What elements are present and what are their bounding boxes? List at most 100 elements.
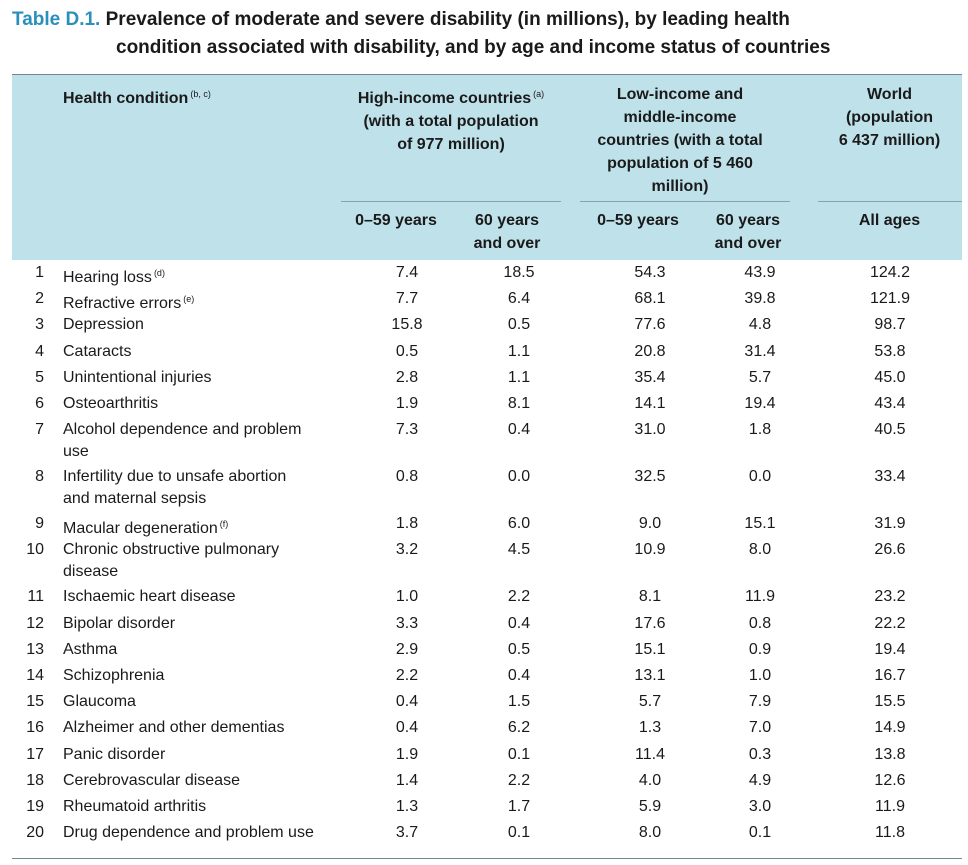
- row-condition-text: Drug dependence and problem use: [63, 824, 314, 842]
- row-value: 6.0: [507, 515, 531, 533]
- row-rank: 7: [35, 421, 44, 439]
- row-condition-text: Depression: [63, 316, 144, 334]
- row-rank: 4: [35, 342, 44, 360]
- row-value: 5.7: [748, 368, 772, 386]
- row-value: 4.0: [638, 771, 662, 789]
- row-value: 1.7: [507, 798, 531, 815]
- row-condition: Schizophrenia: [63, 665, 343, 687]
- row-rank: 11: [27, 588, 44, 606]
- row-value: 43.9: [744, 264, 776, 281]
- title-line-1: Table D.1. Prevalence of moderate and se…: [12, 6, 962, 34]
- row-value: 31.0: [634, 421, 666, 439]
- row-value: 3.0: [748, 798, 772, 815]
- table-row: 17 Panic disorder 1.9 0.1 11.4 0.3 13.8: [12, 741, 962, 767]
- header-high-income: High-income countries (a) (with a total p…: [341, 83, 561, 156]
- row-value: 11.4: [635, 745, 665, 763]
- row-value: 7.0: [748, 719, 772, 737]
- row-condition-text: Schizophrenia: [63, 667, 165, 684]
- table-row: 12 Bipolar disorder 3.3 0.4 17.6 0.8 22.2: [12, 610, 962, 636]
- row-condition-note: (f): [219, 519, 229, 530]
- row-rank: 20: [26, 824, 44, 842]
- row-value: 0.5: [507, 316, 531, 334]
- header-world-l3: 6 437 million): [838, 132, 941, 149]
- row-rank: 15: [26, 693, 44, 711]
- header-low-income-l1: Low-income and: [616, 86, 744, 103]
- row-condition: Refractive errors (e): [63, 288, 343, 315]
- row-value: 22.2: [874, 614, 906, 632]
- row-condition-text: Ischaemic heart disease: [63, 588, 236, 606]
- row-condition: Chronic obstructive pulmonary disease: [63, 539, 343, 583]
- row-value: 0.4: [507, 614, 531, 632]
- row-value: 0.4: [507, 667, 531, 684]
- row-value: 32.5: [634, 468, 666, 486]
- row-value: 13.1: [634, 667, 666, 684]
- row-condition-text: Bipolar disorder: [63, 614, 176, 632]
- header-rule-low-income: [580, 201, 790, 202]
- row-value: 124.2: [869, 264, 911, 281]
- row-rank: 18: [26, 771, 44, 789]
- header-world-l1: World: [866, 86, 913, 103]
- row-value: 0.5: [395, 342, 419, 360]
- row-rank: 10: [26, 541, 44, 559]
- row-rank: 5: [35, 368, 44, 386]
- table-row: 10 Chronic obstructive pulmonary disease 3.…: [12, 536, 962, 583]
- title-line-2: condition associated with disability, an…: [12, 34, 962, 62]
- header-low-income-l3: countries (with a total: [597, 132, 763, 149]
- row-value: 1.4: [395, 771, 419, 789]
- row-value: 4.5: [507, 541, 531, 559]
- row-condition: Panic disorder: [63, 744, 343, 766]
- row-condition-note: (d): [153, 268, 165, 278]
- header-world-l2: (population: [845, 109, 934, 126]
- header-lmi-old: 60 years and over: [692, 209, 804, 255]
- row-value: 54.3: [634, 264, 666, 281]
- row-value: 12.6: [874, 771, 906, 789]
- table-row: 1 Hearing loss (d) 7.4 18.5 54.3 43.9 124.2: [12, 259, 962, 286]
- row-value: 31.9: [874, 515, 906, 533]
- row-value: 15.1: [634, 640, 666, 658]
- row-condition: Alcohol dependence and problem use: [63, 419, 343, 463]
- row-condition-text: Cerebrovascular disease: [63, 771, 240, 789]
- row-condition-text: Alcohol dependence and problem: [63, 421, 302, 439]
- row-value: 14.1: [634, 395, 666, 412]
- table-header: Health condition (b, c) High-income count…: [12, 74, 962, 260]
- row-value: 9.0: [638, 515, 662, 533]
- row-value: 17.6: [634, 614, 666, 632]
- row-value: 14.9: [874, 719, 906, 737]
- table-row: 6 Osteoarthritis 1.9 8.1 14.1 19.4 43.4: [12, 390, 962, 416]
- table-row: 2 Refractive errors (e) 7.7 6.4 68.1 39.8 121.9: [12, 285, 962, 312]
- row-value: 1.3: [395, 798, 419, 815]
- table-row: 5 Unintentional injuries 2.8 1.1 35.4 5.7 45.0: [12, 364, 962, 390]
- header-hi-old-l2: and over: [473, 235, 541, 252]
- row-value: 4.9: [748, 771, 772, 789]
- row-value: 35.4: [634, 368, 666, 386]
- table-row: 4 Cataracts 0.5 1.1 20.8 31.4 53.8: [12, 338, 962, 364]
- row-value: 2.9: [395, 640, 419, 658]
- header-low-middle-income: Low-income and middle-income countries (…: [580, 83, 780, 198]
- row-condition-note: (e): [183, 294, 195, 305]
- row-value: 8.0: [748, 541, 772, 559]
- row-condition: Drug dependence and problem use: [63, 822, 343, 844]
- table-title: Table D.1. Prevalence of moderate and se…: [12, 6, 962, 62]
- row-value: 8.1: [638, 588, 662, 606]
- row-value: 19.4: [874, 640, 906, 658]
- table-row: 11 Ischaemic heart disease 1.0 2.2 8.1 11.9 23…: [12, 583, 962, 609]
- row-value: 11.9: [875, 798, 905, 815]
- table-row: 19 Rheumatoid arthritis 1.3 1.7 5.9 3.0 11.9: [12, 793, 962, 819]
- row-value: 15.5: [874, 693, 906, 711]
- header-lmi-old-l1: 60 years: [715, 212, 781, 229]
- row-condition-text: Hearing loss: [63, 269, 152, 286]
- row-value: 20.8: [634, 342, 666, 360]
- row-value: 53.8: [874, 342, 906, 360]
- row-value: 10.9: [634, 541, 666, 559]
- row-value: 26.6: [874, 541, 906, 559]
- row-rank: 12: [26, 614, 44, 632]
- row-value: 3.3: [395, 614, 419, 632]
- row-condition: Glaucoma: [63, 691, 343, 713]
- header-hi-old-l1: 60 years: [474, 212, 540, 229]
- row-value: 8.0: [638, 824, 662, 842]
- header-lmi-old-l2: and over: [714, 235, 782, 252]
- row-value: 1.9: [395, 395, 419, 412]
- row-rank: 14: [26, 667, 44, 684]
- table-row: 13 Asthma 2.9 0.5 15.1 0.9 19.4: [12, 636, 962, 662]
- row-value: 11.9: [745, 588, 775, 606]
